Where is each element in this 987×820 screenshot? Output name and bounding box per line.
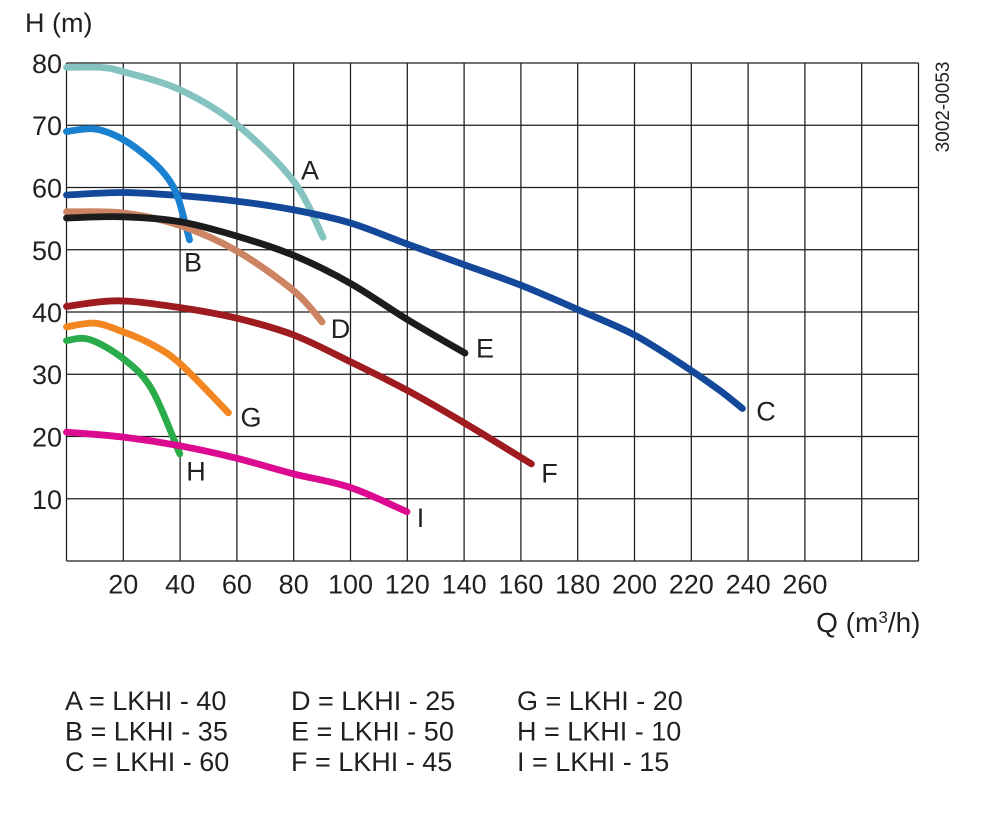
svg-text:G = LKHI - 20: G = LKHI - 20 [517,686,683,716]
svg-text:D = LKHI - 25: D = LKHI - 25 [291,686,455,716]
svg-text:C: C [756,396,776,426]
svg-text:40: 40 [32,298,62,328]
svg-text:B = LKHI - 35: B = LKHI - 35 [65,716,228,746]
svg-text:140: 140 [442,570,487,600]
svg-text:E: E [476,333,494,363]
svg-text:40: 40 [165,570,195,600]
svg-text:30: 30 [32,360,62,390]
svg-text:I: I [417,503,425,533]
svg-text:60: 60 [222,570,252,600]
svg-text:E = LKHI - 50: E = LKHI - 50 [291,716,454,746]
svg-text:100: 100 [328,570,373,600]
svg-text:Q (m3/h): Q (m3/h) [816,607,920,638]
svg-text:I = LKHI - 15: I = LKHI - 15 [517,747,669,777]
svg-text:20: 20 [32,423,62,453]
svg-text:120: 120 [385,570,430,600]
svg-text:B: B [184,247,202,277]
svg-text:D: D [331,314,351,344]
svg-text:H: H [186,456,206,486]
svg-text:80: 80 [32,49,62,79]
svg-text:A: A [301,155,319,185]
svg-text:220: 220 [669,570,714,600]
svg-text:260: 260 [782,570,827,600]
svg-text:20: 20 [108,570,138,600]
svg-text:C = LKHI - 60: C = LKHI - 60 [65,747,229,777]
svg-text:200: 200 [612,570,657,600]
svg-text:G: G [240,402,261,432]
svg-text:70: 70 [32,111,62,141]
svg-text:160: 160 [498,570,543,600]
svg-text:F = LKHI - 45: F = LKHI - 45 [291,747,452,777]
svg-text:3002-0053: 3002-0053 [933,62,954,153]
svg-text:60: 60 [32,174,62,204]
svg-text:H (m): H (m) [25,8,92,38]
svg-text:50: 50 [32,236,62,266]
svg-text:10: 10 [32,485,62,515]
svg-text:80: 80 [279,570,309,600]
svg-text:180: 180 [555,570,600,600]
svg-text:240: 240 [726,570,771,600]
svg-text:A = LKHI - 40: A = LKHI - 40 [65,686,226,716]
svg-text:H = LKHI - 10: H = LKHI - 10 [517,716,681,746]
svg-text:F: F [541,458,558,488]
